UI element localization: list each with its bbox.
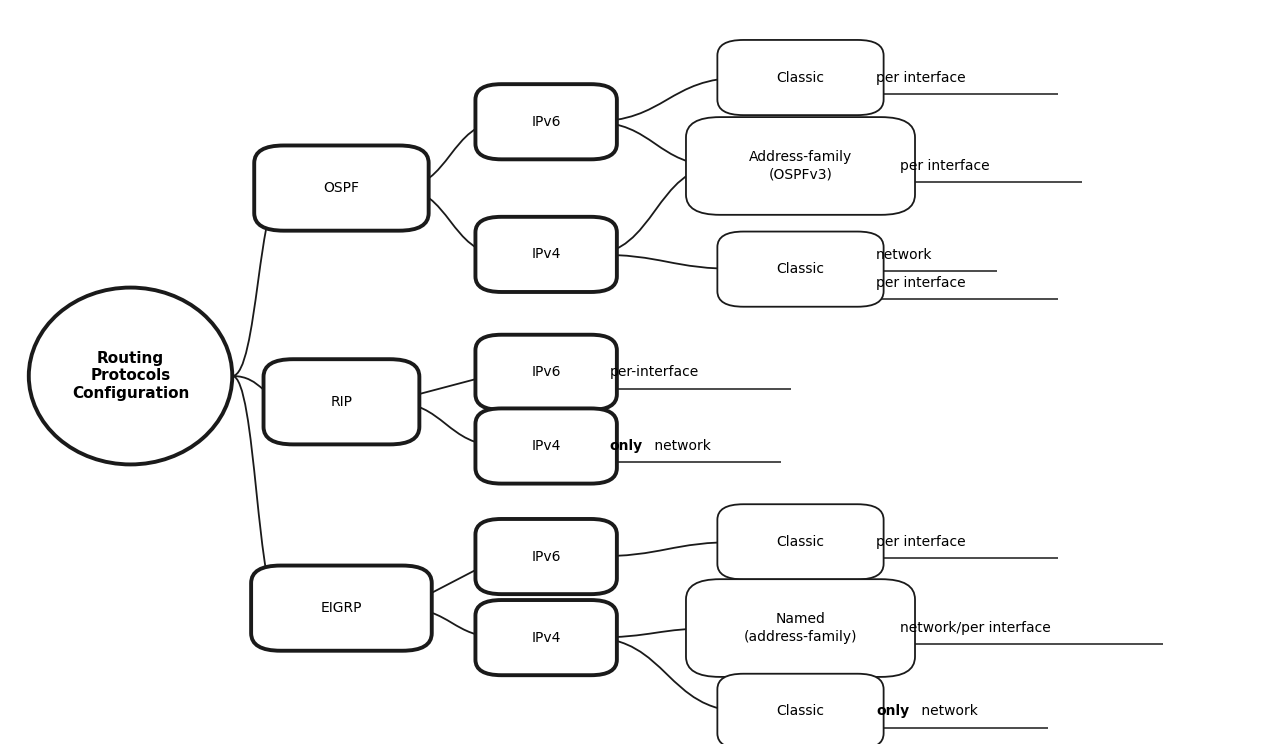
Text: IPv4: IPv4 [532,439,561,453]
Text: Classic: Classic [776,705,824,718]
Text: Classic: Classic [776,535,824,549]
FancyBboxPatch shape [718,505,884,579]
Text: network: network [876,248,933,262]
FancyBboxPatch shape [476,217,617,292]
Text: IPv4: IPv4 [532,631,561,644]
FancyBboxPatch shape [718,40,884,115]
Text: per interface: per interface [876,71,966,84]
FancyBboxPatch shape [718,232,884,307]
FancyBboxPatch shape [476,408,617,484]
Text: IPv4: IPv4 [532,247,561,262]
Text: per interface: per interface [876,535,966,549]
Text: Classic: Classic [776,262,824,276]
Text: per interface: per interface [876,276,966,290]
Text: only: only [876,705,909,718]
Text: per-interface: per-interface [609,365,699,379]
Text: Classic: Classic [776,71,824,84]
FancyBboxPatch shape [718,674,884,749]
Text: OSPF: OSPF [323,181,360,195]
Text: IPv6: IPv6 [532,365,561,379]
FancyBboxPatch shape [686,117,915,215]
Text: IPv6: IPv6 [532,115,561,129]
FancyBboxPatch shape [263,359,419,444]
Text: Named
(address-family): Named (address-family) [743,612,857,644]
Text: network: network [651,439,711,453]
FancyBboxPatch shape [476,84,617,159]
Text: IPv6: IPv6 [532,550,561,563]
Text: network: network [917,705,977,718]
FancyBboxPatch shape [251,566,432,650]
FancyBboxPatch shape [476,519,617,594]
Text: RIP: RIP [330,395,352,409]
Text: network/per interface: network/per interface [900,621,1051,635]
Text: EIGRP: EIGRP [320,601,362,615]
Ellipse shape [29,287,232,465]
FancyBboxPatch shape [254,145,429,231]
Text: only: only [609,439,643,453]
FancyBboxPatch shape [686,579,915,677]
FancyBboxPatch shape [476,335,617,410]
Text: Routing
Protocols
Configuration: Routing Protocols Configuration [72,351,189,401]
Text: Address-family
(OSPFv3): Address-family (OSPFv3) [749,150,852,182]
Text: per interface: per interface [900,159,989,173]
FancyBboxPatch shape [476,600,617,675]
